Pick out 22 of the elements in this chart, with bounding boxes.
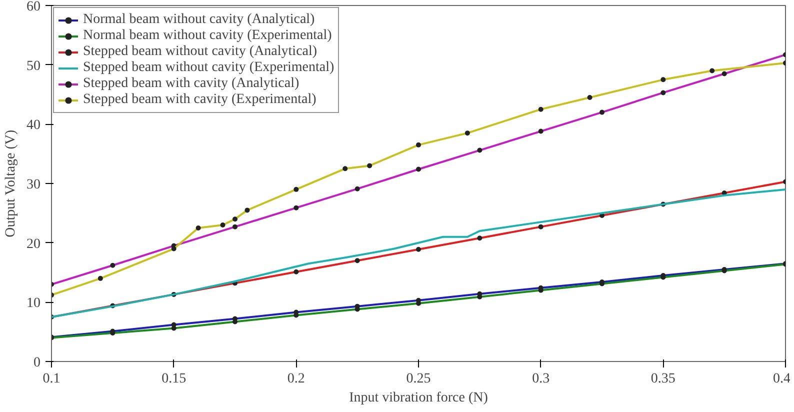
y-tick-label: 30 [26,178,40,192]
legend-label: Stepped beam without cavity (Analytical) [83,44,318,60]
legend-label: Stepped beam with cavity (Experimental) [83,92,316,108]
y-tick-label: 50 [26,58,40,74]
legend-label: Normal beam without cavity (Analytical) [83,12,315,28]
x-tick-label: 0.15 [162,372,186,386]
y-tick-label: 10 [26,296,40,312]
x-tick-label: 0.3 [532,372,550,386]
x-tick-label: 0.25 [406,372,431,386]
x-tick-label: 0.2 [287,372,305,386]
legend-label: Normal beam without cavity (Experimental) [83,28,332,44]
x-tick-label: 0.35 [650,372,676,386]
x-tick-label: 0.4 [773,372,790,386]
y-tick-label: 0 [34,356,40,370]
y-tick-label: 60 [26,0,40,14]
y-tick-label: 20 [26,236,40,252]
legend-label: Stepped beam without cavity (Experimental) [83,60,334,76]
x-axis-title: Input vibration force (N) [349,390,488,406]
y-tick-label: 40 [26,118,40,134]
y-axis-title: Output Voltage (V) [4,129,18,238]
x-tick-label: 0.1 [42,372,60,386]
legend-label: Stepped beam with cavity (Analytical) [83,76,300,92]
